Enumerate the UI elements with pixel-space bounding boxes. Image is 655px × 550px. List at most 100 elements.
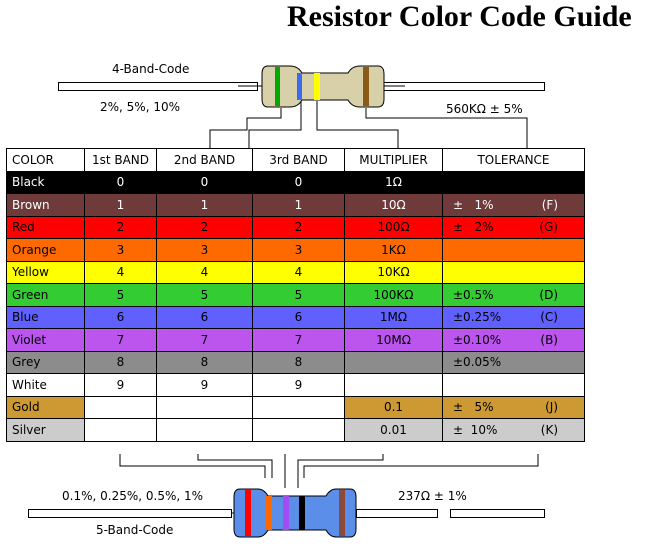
tolerance-code: (C) (540, 310, 558, 325)
header-color: COLOR (6, 148, 85, 172)
second-band-cell: 1 (156, 193, 253, 217)
four-band-band-3 (314, 73, 320, 100)
multiplier-cell: 10Ω (344, 193, 443, 217)
tolerance-cell (442, 260, 585, 284)
color-name-cell: Blue (6, 305, 85, 329)
third-band-cell: 4 (252, 260, 345, 284)
color-name-cell: Brown (6, 193, 85, 217)
color-code-table: COLOR 1st BAND 2nd BAND 3rd BAND MULTIPL… (6, 148, 585, 442)
second-band-cell (156, 418, 253, 442)
third-band-cell: 2 (252, 215, 345, 239)
five-band-example-value: 237Ω ± 1% (398, 489, 467, 503)
multiplier-cell: 1KΩ (344, 238, 443, 262)
color-name-cell: Red (6, 215, 85, 239)
tolerance-cell: ±0.05% (442, 350, 585, 374)
second-band-cell: 0 (156, 170, 253, 194)
first-band-cell: 4 (84, 260, 157, 284)
color-name-cell: Orange (6, 238, 85, 262)
third-band-cell (252, 418, 345, 442)
four-band-tolerance-note: 2%, 5%, 10% (100, 100, 181, 114)
five-band-resistor-icon (119, 454, 539, 538)
multiplier-cell (344, 350, 443, 374)
header-multiplier: MULTIPLIER (344, 148, 443, 172)
third-band-cell (252, 395, 345, 419)
page-title: Resistor Color Code Guide (287, 0, 632, 33)
multiplier-cell: 10KΩ (344, 260, 443, 284)
third-band-cell: 9 (252, 373, 345, 397)
tolerance-value: ±0.5% (453, 287, 494, 302)
table-row-gold: Gold 0.1 ± 5% (J) (6, 395, 585, 419)
multiplier-cell: 1Ω (344, 170, 443, 194)
four-band-example-value: 560KΩ ± 5% (446, 102, 523, 116)
second-band-cell: 6 (156, 305, 253, 329)
second-band-cell: 5 (156, 283, 253, 307)
header-second-band: 2nd BAND (156, 148, 253, 172)
tolerance-value: ±0.25% (453, 310, 502, 325)
tolerance-code: (D) (539, 287, 558, 302)
tolerance-value: ± 2% (453, 220, 494, 235)
third-band-cell: 1 (252, 193, 345, 217)
first-band-cell: 0 (84, 170, 157, 194)
header-tolerance: TOLERANCE (442, 148, 585, 172)
first-band-cell: 8 (84, 350, 157, 374)
first-band-cell: 7 (84, 328, 157, 352)
multiplier-cell: 0.01 (344, 418, 443, 442)
table-row-red: Red 2 2 2 100Ω ± 2% (G) (6, 215, 585, 239)
second-band-cell (156, 395, 253, 419)
third-band-cell: 0 (252, 170, 345, 194)
tolerance-cell: ± 1% (F) (442, 193, 585, 217)
table-row-green: Green 5 5 5 100KΩ ±0.5% (D) (6, 283, 585, 307)
four-band-band-2 (297, 73, 302, 100)
tolerance-cell: ± 5% (J) (442, 395, 585, 419)
third-band-cell: 8 (252, 350, 345, 374)
multiplier-cell: 1MΩ (344, 305, 443, 329)
table-row-white: White 9 9 9 (6, 373, 585, 397)
tolerance-cell: ± 10% (K) (442, 418, 585, 442)
four-band-band-4 (363, 67, 369, 106)
five-band-right-lead-box (450, 509, 545, 518)
color-name-cell: Yellow (6, 260, 85, 284)
five-band-tolerance-note: 0.1%, 0.25%, 0.5%, 1% (62, 489, 204, 503)
table-row-orange: Orange 3 3 3 1KΩ (6, 238, 585, 262)
tolerance-cell: ±0.10% (B) (442, 328, 585, 352)
tolerance-value: ±0.05% (453, 355, 502, 370)
table-row-grey: Grey 8 8 8 ±0.05% (6, 350, 585, 374)
third-band-cell: 5 (252, 283, 345, 307)
first-band-cell: 6 (84, 305, 157, 329)
tolerance-cell: ±0.5% (D) (442, 283, 585, 307)
five-band-left-lead-box (28, 509, 232, 518)
tolerance-value: ± 10% (453, 422, 498, 437)
color-name-cell: Gold (6, 395, 85, 419)
five-band-band-5 (339, 490, 345, 536)
table-row-silver: Silver 0.01 ± 10% (K) (6, 418, 585, 442)
multiplier-cell (344, 373, 443, 397)
tolerance-code: (J) (545, 400, 558, 415)
table-header-row: COLOR 1st BAND 2nd BAND 3rd BAND MULTIPL… (6, 148, 585, 172)
first-band-cell: 3 (84, 238, 157, 262)
tolerance-value: ±0.10% (453, 332, 502, 347)
third-band-cell: 3 (252, 238, 345, 262)
first-band-cell: 1 (84, 193, 157, 217)
color-name-cell: Silver (6, 418, 85, 442)
color-name-cell: Green (6, 283, 85, 307)
first-band-cell (84, 395, 157, 419)
first-band-cell: 5 (84, 283, 157, 307)
tolerance-code: (F) (541, 197, 558, 212)
multiplier-cell: 100KΩ (344, 283, 443, 307)
multiplier-cell: 0.1 (344, 395, 443, 419)
four-band-band-1 (275, 67, 280, 106)
five-band-band-1 (245, 490, 251, 536)
table-row-yellow: Yellow 4 4 4 10KΩ (6, 260, 585, 284)
five-band-band-3 (283, 496, 289, 530)
table-row-violet: Violet 7 7 7 10MΩ ±0.10% (B) (6, 328, 585, 352)
tolerance-code: (G) (539, 220, 558, 235)
second-band-cell: 4 (156, 260, 253, 284)
five-band-label: 5-Band-Code (96, 523, 174, 537)
tolerance-cell (442, 238, 585, 262)
second-band-cell: 2 (156, 215, 253, 239)
four-band-resistor-icon (209, 65, 528, 148)
third-band-cell: 7 (252, 328, 345, 352)
multiplier-cell: 10MΩ (344, 328, 443, 352)
color-name-cell: Violet (6, 328, 85, 352)
tolerance-code: (K) (540, 422, 558, 437)
